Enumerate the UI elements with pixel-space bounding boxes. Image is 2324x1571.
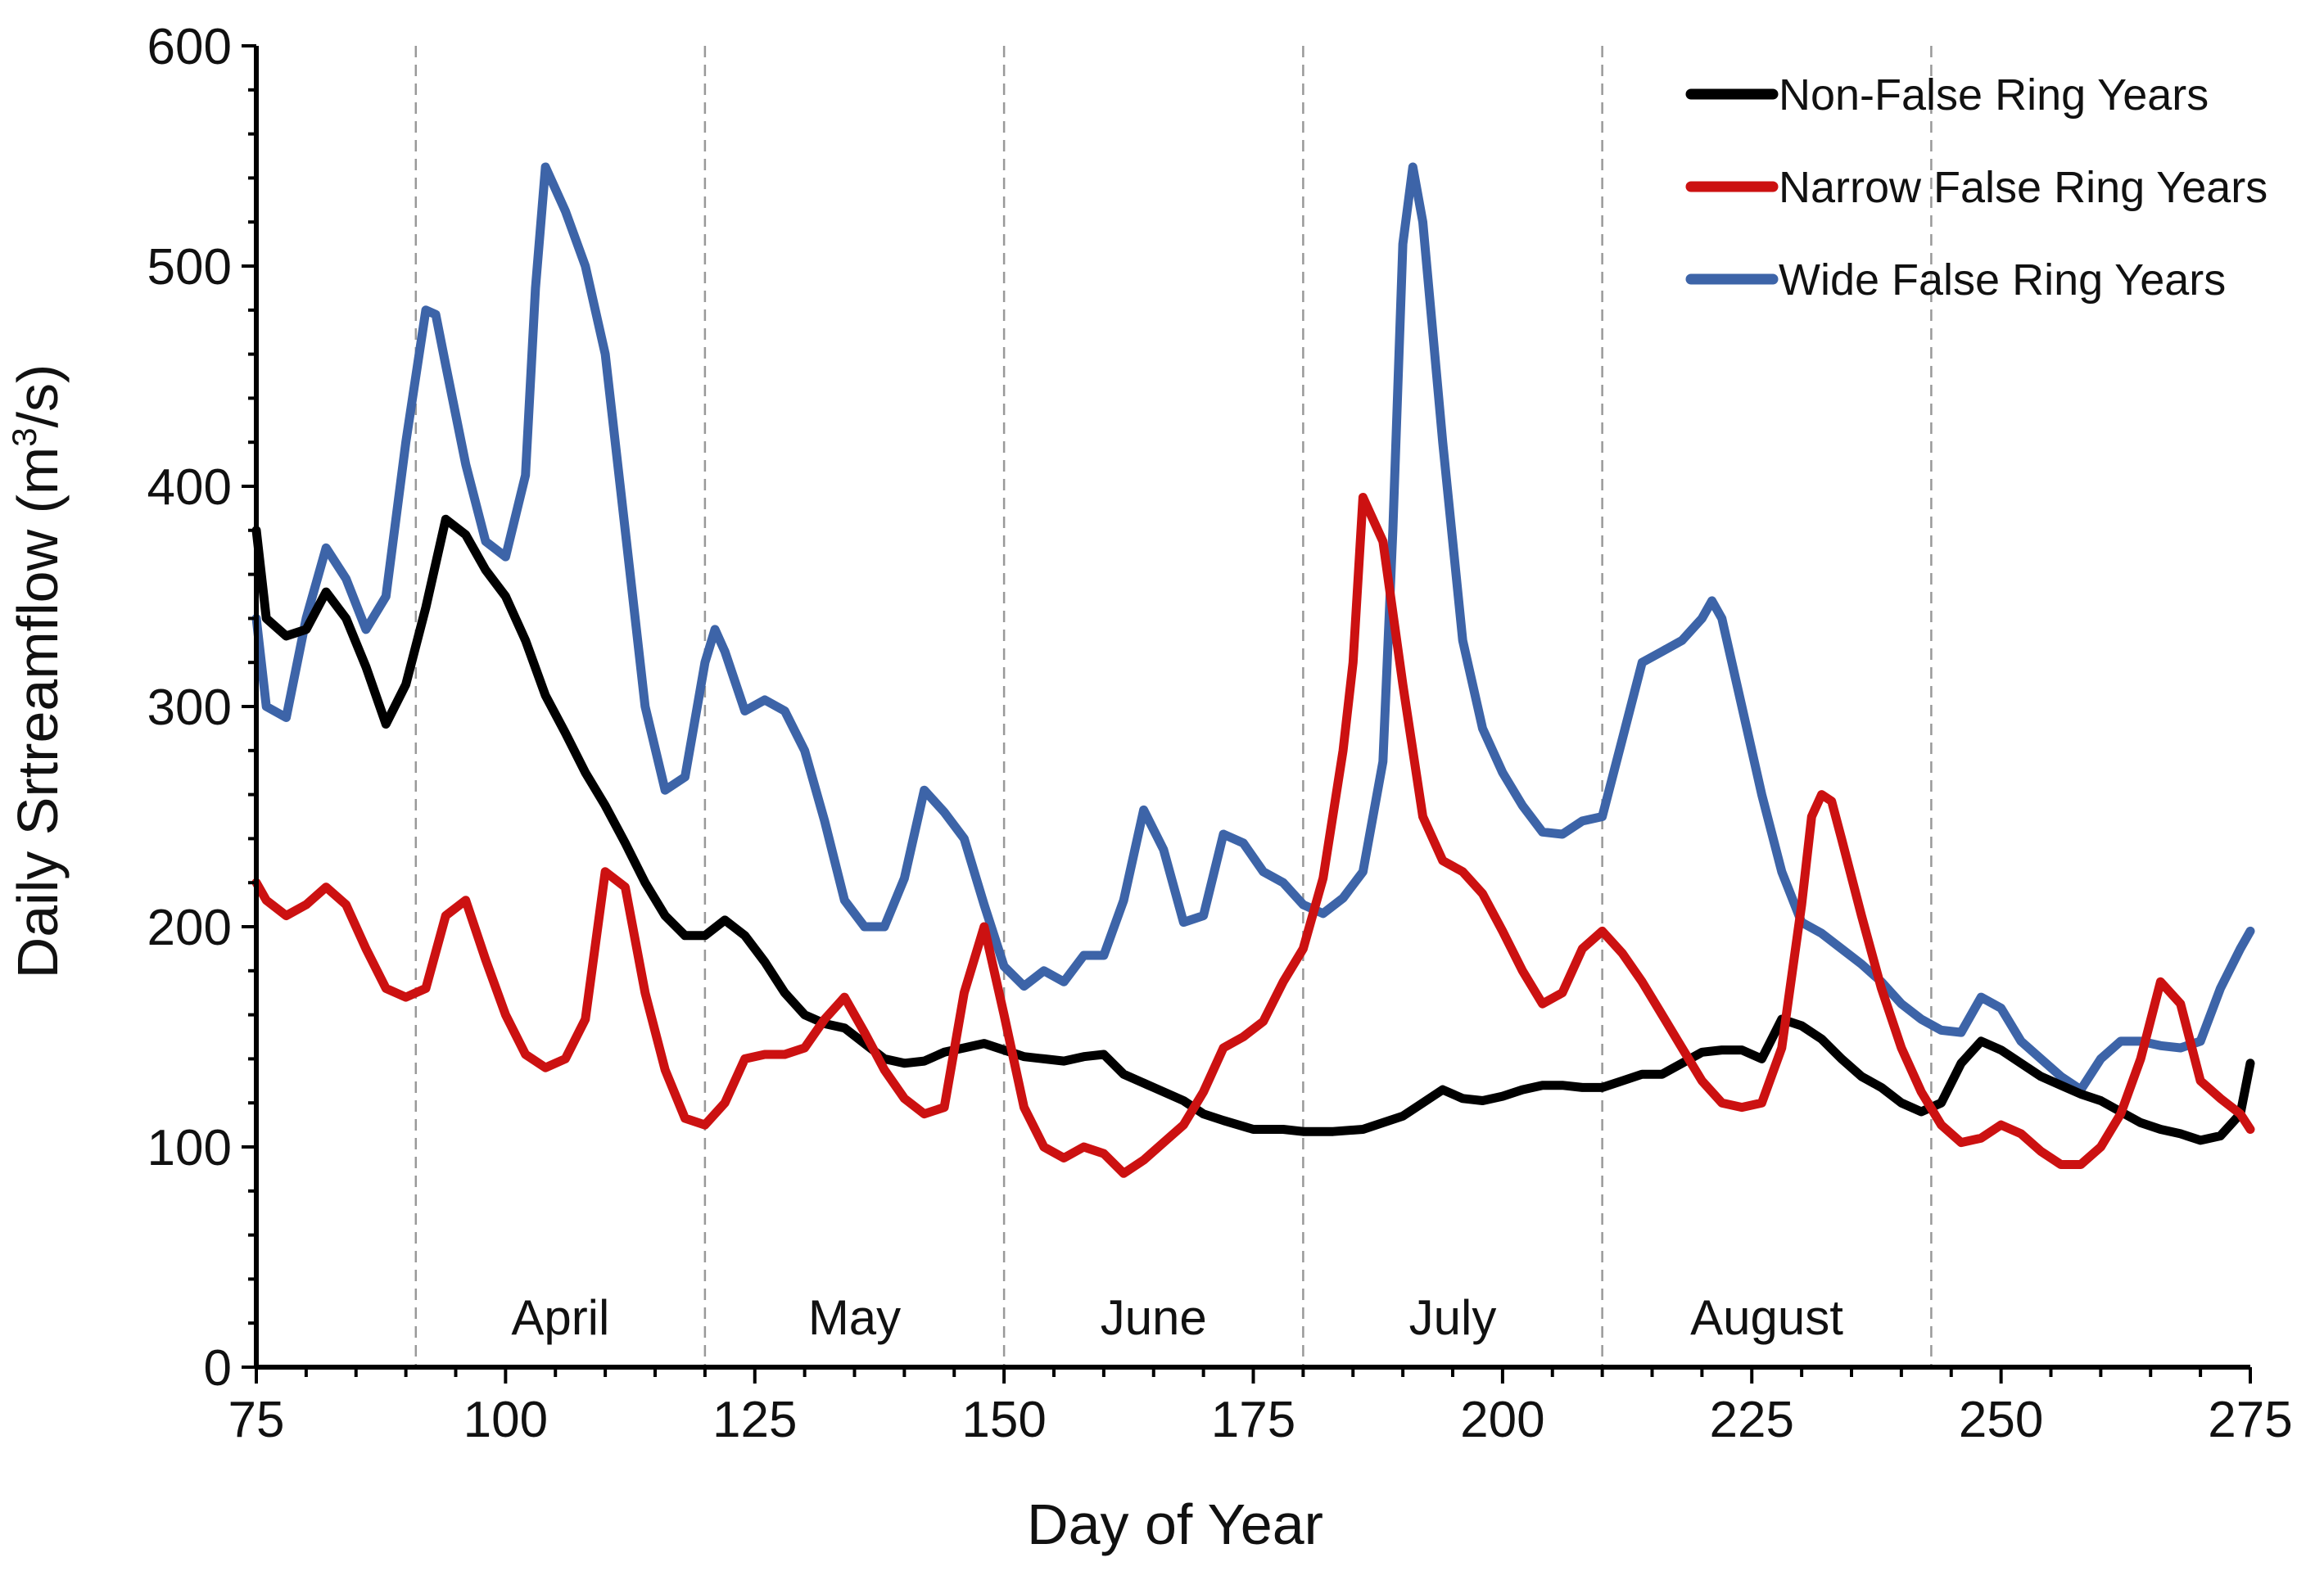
y-tick-label: 100 <box>147 1120 232 1176</box>
legend-label-narrow-false-ring-years: Narrow False Ring Years <box>1779 163 2267 212</box>
y-axis-title: Daily Srtreamflow (m3/s) <box>5 364 70 979</box>
x-tick-label: 275 <box>2208 1392 2292 1448</box>
series-lines <box>251 162 2255 1178</box>
y-axis-title-sup: 3 <box>5 427 43 446</box>
month-label-august: August <box>1690 1290 1843 1345</box>
y-tick-label: 600 <box>147 19 232 75</box>
series-line-non-false-ring-years <box>251 514 2255 1145</box>
y-axis-title-end: /s) <box>6 364 70 428</box>
month-label-july: July <box>1409 1290 1497 1345</box>
x-tick-label: 150 <box>961 1392 1046 1448</box>
axis-tick-labels: 0 100 200 300 400 500 600 75 100 125 150 175 200 225 2… <box>147 19 2293 1448</box>
x-tick-label: 125 <box>712 1392 797 1448</box>
legend: Non-False Ring Years Narrow False Ring Ye… <box>1685 70 2267 305</box>
month-boundary-lines <box>414 46 1933 1367</box>
y-tick-label: 0 <box>204 1340 232 1397</box>
x-axis-title: Day of Year <box>1027 1492 1323 1556</box>
y-axis-title-main: Daily Srtreamflow (m <box>6 447 70 979</box>
legend-label-wide-false-ring-years: Wide False Ring Years <box>1779 255 2226 305</box>
legend-label-non-false-ring-years: Non-False Ring Years <box>1779 70 2209 120</box>
month-label-june: June <box>1101 1290 1207 1345</box>
y-tick-label: 300 <box>147 679 232 736</box>
series-line-wide-false-ring-years <box>251 162 2255 1095</box>
x-tick-label: 100 <box>463 1392 548 1448</box>
y-tick-label: 500 <box>147 239 232 296</box>
y-tick-label: 400 <box>147 459 232 516</box>
month-label-may: May <box>808 1290 901 1345</box>
x-tick-label: 200 <box>1460 1392 1544 1448</box>
x-tick-label: 75 <box>228 1392 285 1448</box>
y-tick-label: 200 <box>147 900 232 956</box>
x-tick-label: 175 <box>1211 1392 1295 1448</box>
month-label-april: April <box>511 1290 609 1345</box>
month-labels: April May June July August <box>511 1290 1843 1345</box>
axis-ticks <box>242 44 2252 1384</box>
x-tick-label: 250 <box>1959 1392 2043 1448</box>
series-line-narrow-false-ring-years <box>251 493 2255 1178</box>
x-tick-label: 225 <box>1710 1392 1794 1448</box>
